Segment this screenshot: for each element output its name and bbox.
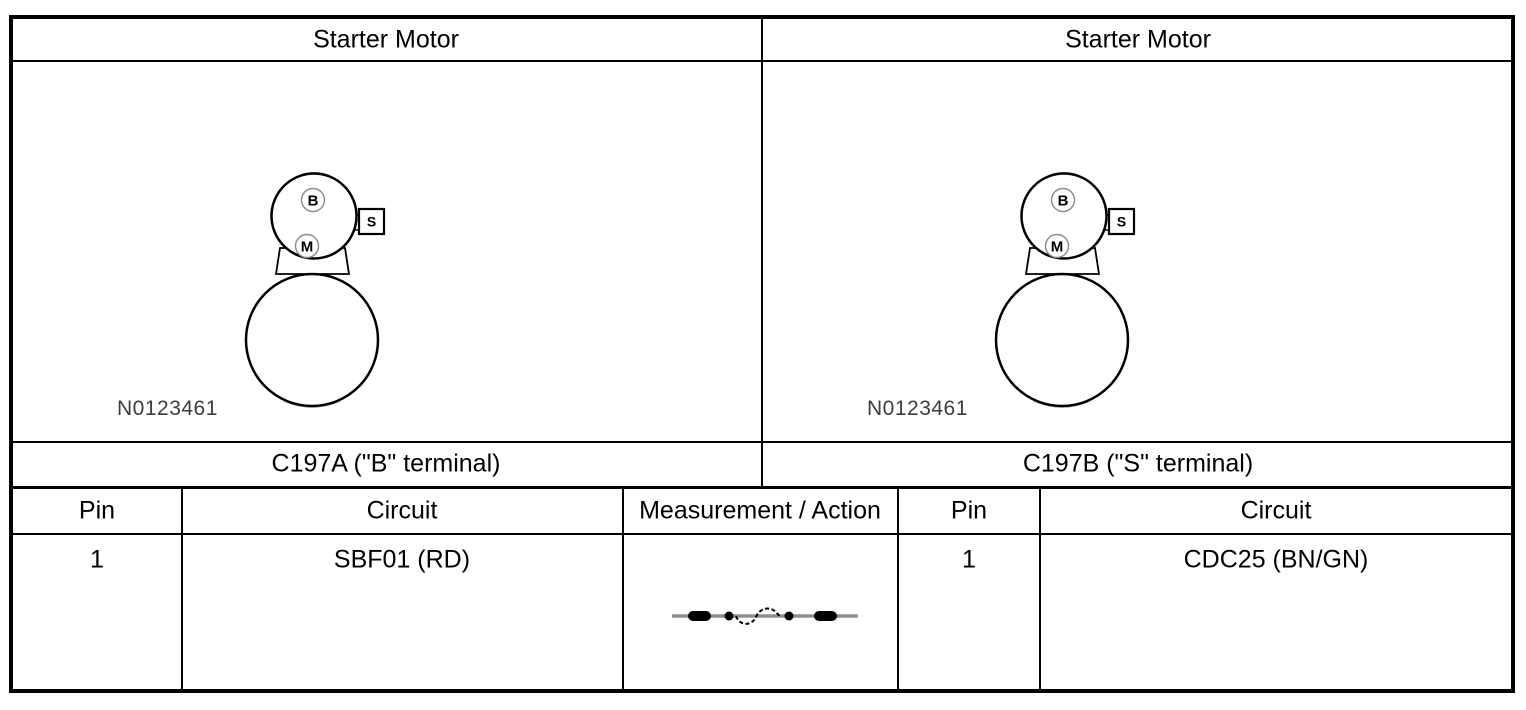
table-outer-border [9, 15, 1515, 693]
m-terminal-label: M [301, 239, 314, 256]
s-terminal-box [357, 207, 386, 236]
m-terminal-circle [294, 233, 320, 259]
column-divider-circuit-measurement [622, 489, 624, 689]
b-terminal-circle [1050, 187, 1076, 213]
starter-motor-connector-diagram-right: B M S [994, 172, 1136, 408]
grid-line-below-captions [13, 486, 1511, 489]
column-divider-pin-circuit-left [181, 489, 183, 689]
s-terminal-label: S [367, 214, 376, 230]
b-terminal-label: B [308, 193, 319, 210]
wiggle-wave [735, 607, 781, 625]
solenoid-face-circle [1020, 172, 1108, 260]
column-divider-pin-circuit-right [1039, 489, 1041, 689]
panel-divider-line [761, 19, 763, 486]
m-terminal-label: M [1051, 239, 1064, 256]
cell-pin-right: 1 [962, 545, 976, 574]
illustration-number-left: N0123461 [117, 397, 218, 420]
wire-continuity-check-icon [672, 607, 858, 625]
panel-title-left: Starter Motor [313, 25, 459, 54]
connector-caption-right: C197B ("S" terminal) [1022, 449, 1254, 478]
b-terminal-label: B [1058, 193, 1069, 210]
cell-circuit-right: CDC25 (BN/GN) [1183, 545, 1369, 574]
cell-pin-left: 1 [90, 545, 104, 574]
connector-block-left [688, 611, 711, 621]
solenoid-face-circle [270, 172, 358, 260]
b-terminal-circle [300, 187, 326, 213]
header-circuit-left: Circuit [366, 496, 438, 525]
grid-line-below-headers [13, 533, 1511, 535]
header-pin-right: Pin [950, 496, 988, 525]
s-terminal-label: S [1117, 214, 1126, 230]
starter-motor-connector-diagram-left: B M S [244, 172, 386, 408]
splice-dot-right [784, 611, 794, 621]
m-terminal-circle [1044, 233, 1070, 259]
s-terminal-box [1107, 207, 1136, 236]
motor-body-circle [244, 272, 380, 408]
cell-circuit-left: SBF01 (RD) [333, 545, 471, 574]
header-circuit-right: Circuit [1240, 496, 1312, 525]
splice-dot-left [724, 611, 734, 621]
connector-block-right [814, 611, 837, 621]
connector-caption-left: C197A ("B" terminal) [271, 449, 501, 478]
motor-body-circle [994, 272, 1130, 408]
header-pin-left: Pin [78, 496, 116, 525]
panel-title-right: Starter Motor [1065, 25, 1211, 54]
illustration-number-right: N0123461 [867, 397, 968, 420]
header-measurement: Measurement / Action [639, 496, 881, 525]
column-divider-measurement-pin [897, 489, 899, 689]
